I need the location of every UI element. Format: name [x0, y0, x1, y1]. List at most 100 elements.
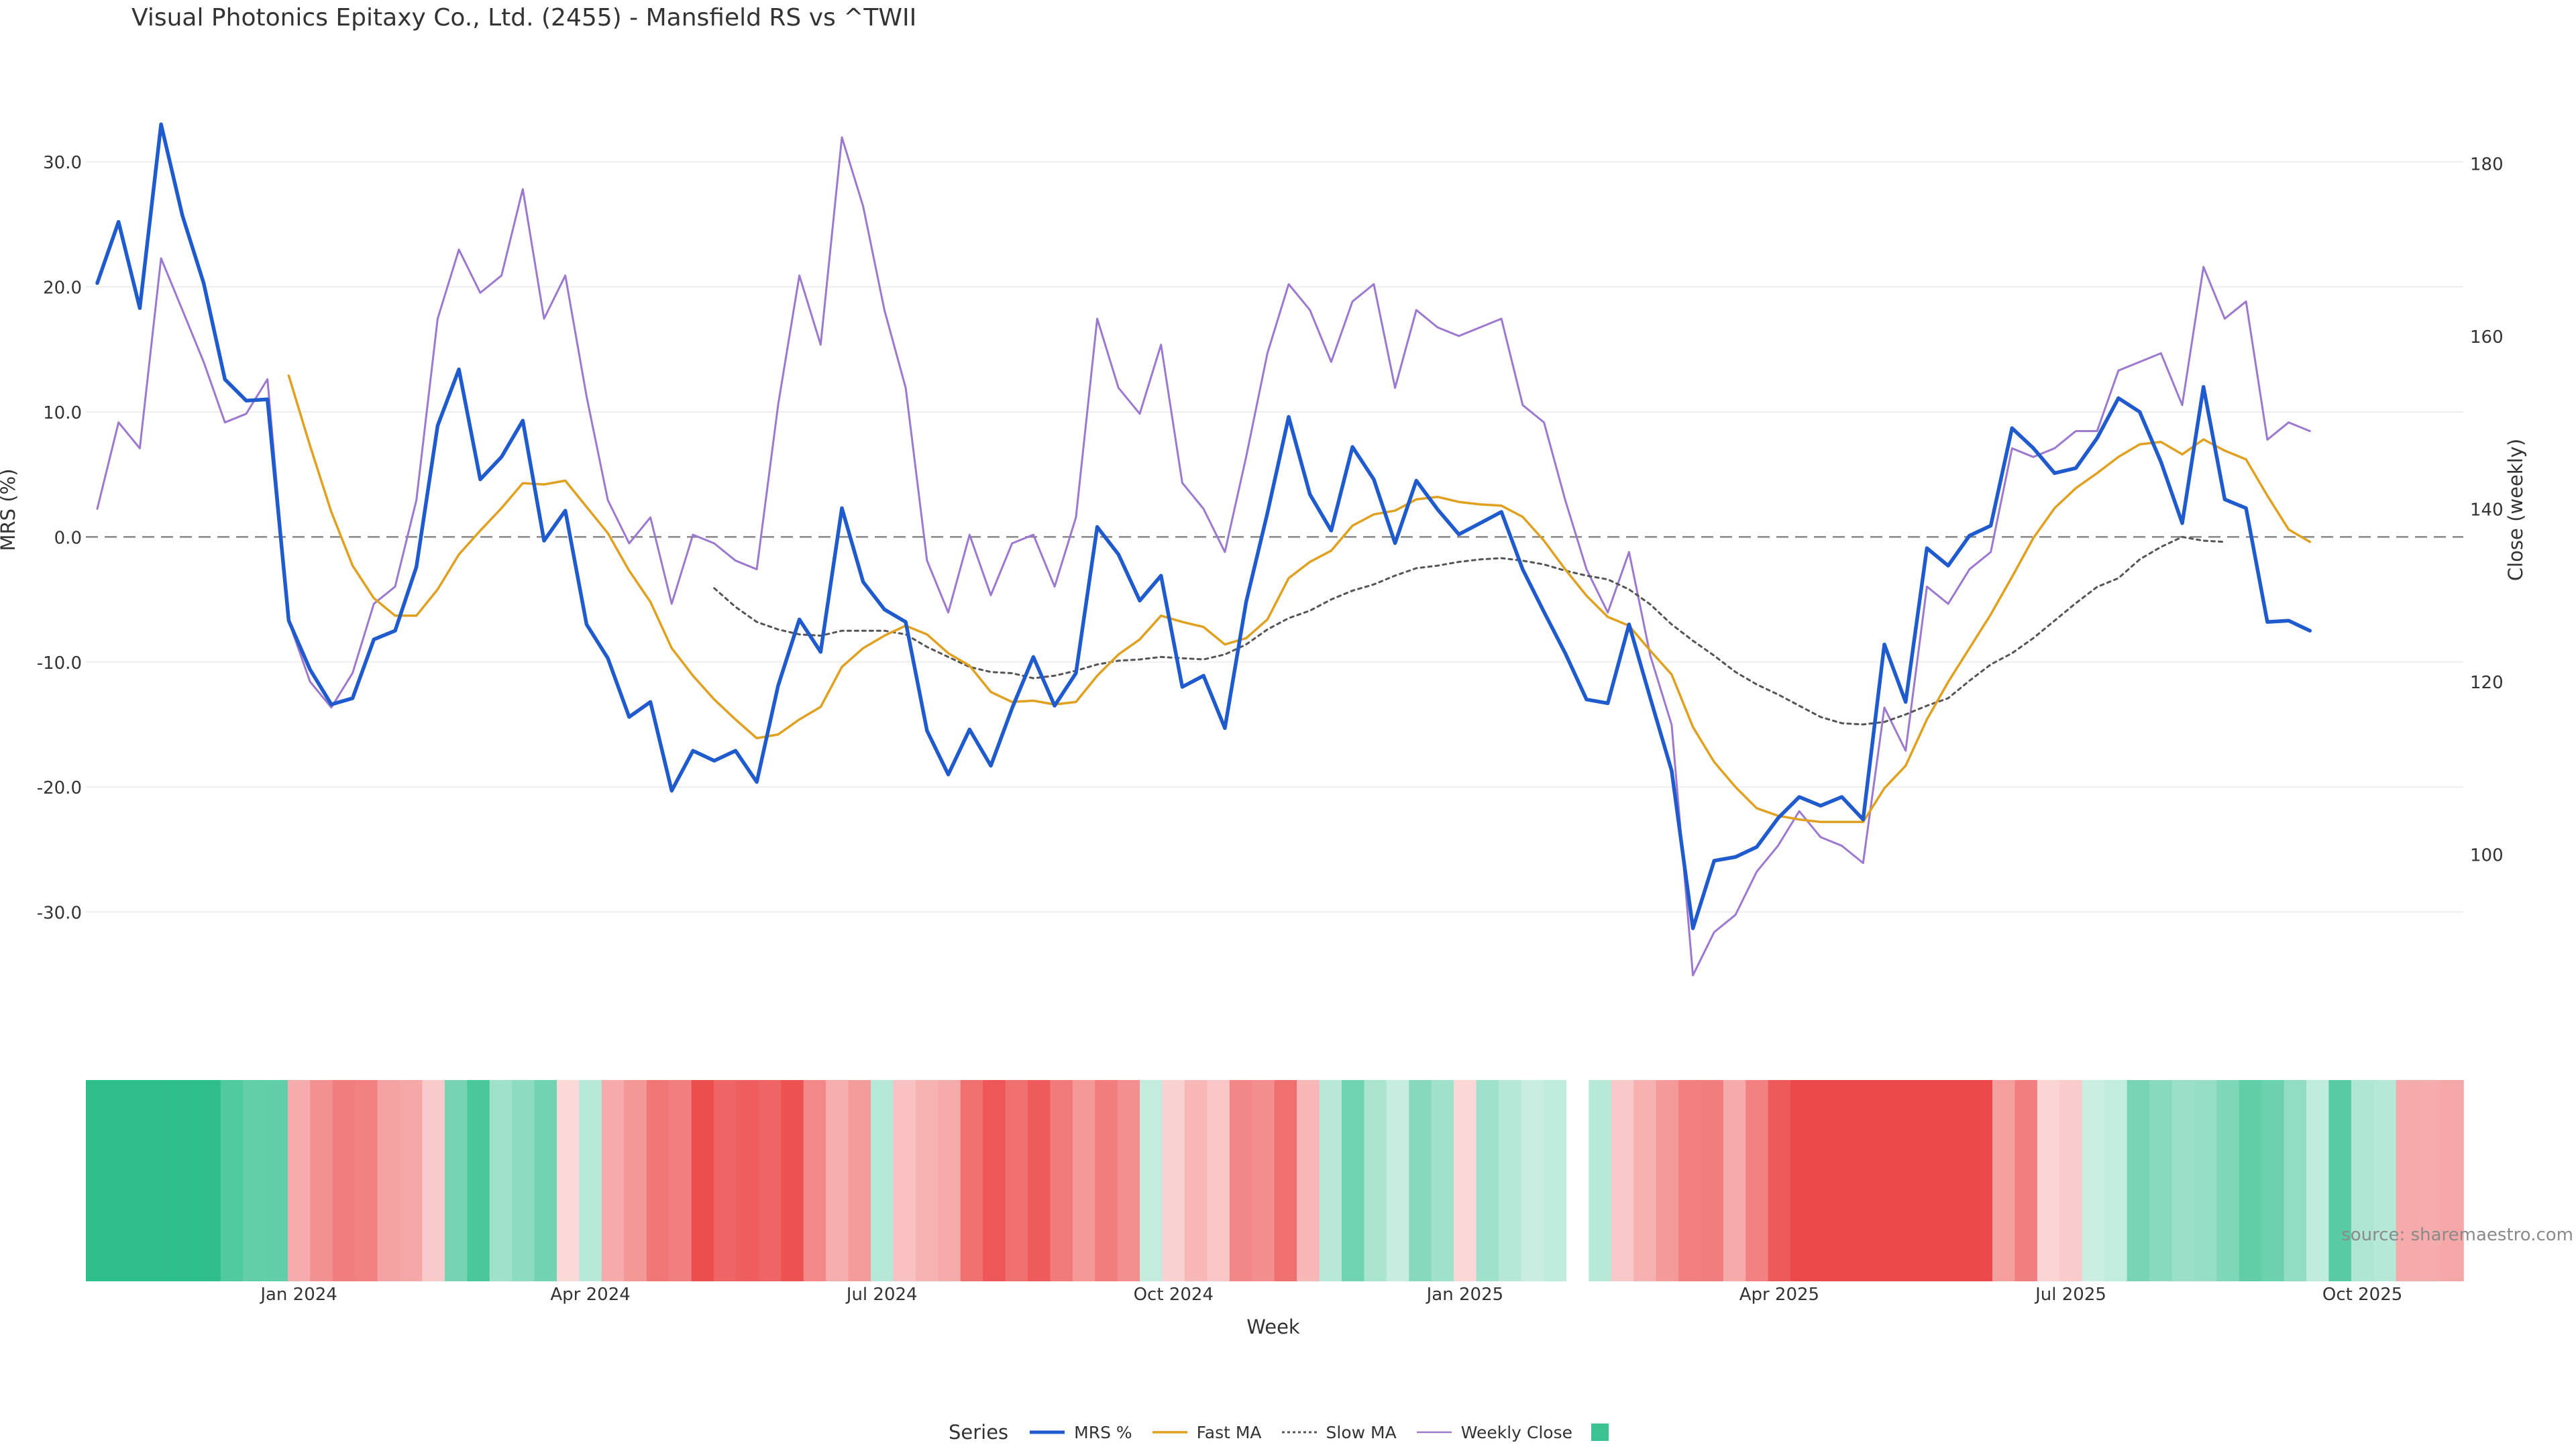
point-fast-ma-22	[565, 480, 566, 482]
point-fast-ma-31	[756, 737, 757, 739]
strip-cell-29	[736, 1080, 759, 1281]
point-mrs-19	[501, 456, 502, 458]
strip-cell-66	[1589, 1080, 1612, 1281]
strip-cell-43	[1050, 1080, 1073, 1281]
strip-cell-89	[2104, 1080, 2128, 1281]
legend-item-mrs[interactable]: MRS %	[1028, 1423, 1132, 1442]
point-fast-ma-9	[288, 375, 289, 376]
legend-item-weekly-close[interactable]: Weekly Close	[1415, 1423, 1572, 1442]
watermark: source: sharemaestro.com	[2341, 1225, 2573, 1245]
point-fast-ma-46	[1075, 701, 1077, 702]
point-slow-ma-99	[2203, 540, 2204, 541]
point-mrs-15	[416, 566, 417, 568]
point-slow-ma-65	[1479, 559, 1481, 560]
strip-cell-67	[1611, 1080, 1634, 1281]
strip-cell-23	[601, 1080, 625, 1281]
point-slow-ma-37	[883, 630, 885, 631]
strip-cell-59	[1409, 1080, 1432, 1281]
point-weekly-close-35	[841, 137, 843, 138]
legend-item-strip[interactable]	[1591, 1424, 1609, 1441]
point-mrs-78	[1756, 847, 1758, 848]
point-weekly-close-1	[118, 422, 119, 423]
x-tick-label-6: Jul 2025	[2034, 1285, 2106, 1305]
point-slow-ma-33	[799, 634, 800, 635]
point-slow-ma-84	[1884, 721, 1885, 722]
point-mrs-63	[1437, 508, 1438, 510]
point-slow-ma-29	[714, 588, 715, 589]
strip-cell-78	[1858, 1080, 1881, 1281]
point-slow-ma-74	[1671, 624, 1672, 625]
point-slow-ma-83	[1862, 724, 1864, 725]
point-weekly-close-94	[2096, 431, 2098, 432]
point-fast-ma-29	[714, 699, 715, 700]
point-weekly-close-55	[1267, 353, 1268, 354]
point-weekly-close-63	[1437, 327, 1438, 328]
point-weekly-close-30	[735, 560, 736, 561]
point-mrs-70	[1586, 699, 1587, 700]
legend-item-slow-ma[interactable]: Slow MA	[1281, 1423, 1397, 1442]
point-fast-ma-61	[1395, 510, 1396, 511]
point-slow-ma-68	[1544, 564, 1545, 565]
point-fast-ma-26	[650, 601, 651, 602]
point-fast-ma-91	[2033, 537, 2034, 539]
strip-cell-63	[1499, 1080, 1522, 1281]
point-weekly-close-54	[1246, 456, 1247, 458]
strip-cell-33	[826, 1080, 849, 1281]
point-fast-ma-100	[2224, 450, 2225, 451]
point-weekly-close-62	[1415, 309, 1417, 311]
point-weekly-close-53	[1224, 551, 1226, 553]
legend-label-mrs: MRS %	[1074, 1422, 1132, 1442]
point-mrs-56	[1288, 416, 1289, 417]
point-fast-ma-19	[501, 508, 502, 509]
strip-cell-45	[1095, 1080, 1118, 1281]
point-slow-ma-58	[1330, 599, 1332, 600]
point-weekly-close-68	[1544, 422, 1545, 423]
strip-cell-25	[646, 1080, 669, 1281]
strip-cell-80	[1902, 1080, 1926, 1281]
point-slow-ma-44	[1032, 678, 1034, 679]
point-mrs-55	[1267, 513, 1268, 514]
strip-cell-68	[1633, 1080, 1657, 1281]
point-mrs-79	[1777, 818, 1778, 819]
point-weekly-close-96	[2139, 362, 2141, 363]
strip-cell-73	[1746, 1080, 1769, 1281]
strip-cell-36	[893, 1080, 916, 1281]
point-slow-ma-67	[1522, 560, 1523, 561]
strip-cell-71	[1701, 1080, 1724, 1281]
point-mrs-90	[2011, 427, 2012, 429]
strip-cell-83	[1970, 1080, 1993, 1281]
point-mrs-36	[863, 582, 864, 583]
strip-cell-18	[489, 1080, 513, 1281]
x-tick-label-7: Oct 2025	[2322, 1285, 2402, 1305]
point-slow-ma-54	[1246, 644, 1247, 645]
point-weekly-close-23	[586, 396, 587, 397]
point-fast-ma-48	[1118, 654, 1119, 655]
strip-cell-84	[1992, 1080, 2016, 1281]
point-fast-ma-59	[1352, 525, 1353, 527]
point-weekly-close-2	[139, 447, 140, 449]
strip-cell-65	[1543, 1080, 1567, 1281]
point-weekly-close-89	[1990, 551, 1992, 553]
y-tick-label-3: 0.0	[54, 528, 82, 548]
strip-cell-86	[2037, 1080, 2061, 1281]
point-weekly-close-84	[1884, 707, 1885, 708]
legend-item-fast-ma[interactable]: Fast MA	[1151, 1423, 1262, 1442]
strip-cell-57	[1364, 1080, 1387, 1281]
point-mrs-33	[799, 619, 800, 620]
heatmap-strip	[86, 1080, 2464, 1281]
strip-cell-31	[781, 1080, 804, 1281]
y-tick-label-0: 30.0	[43, 153, 82, 173]
point-mrs-11	[331, 704, 332, 705]
point-fast-ma-93	[2075, 488, 2076, 489]
point-weekly-close-83	[1862, 863, 1864, 864]
point-weekly-close-51	[1181, 482, 1183, 484]
strip-cell-38	[938, 1080, 961, 1281]
point-mrs-48	[1118, 554, 1119, 555]
point-slow-ma-77	[1735, 672, 1736, 673]
point-weekly-close-70	[1586, 569, 1587, 570]
point-weekly-close-24	[607, 500, 608, 501]
point-weekly-close-85	[1905, 750, 1907, 751]
point-fast-ma-32	[777, 734, 779, 735]
point-fast-ma-20	[522, 482, 523, 484]
point-slow-ma-42	[990, 672, 991, 673]
